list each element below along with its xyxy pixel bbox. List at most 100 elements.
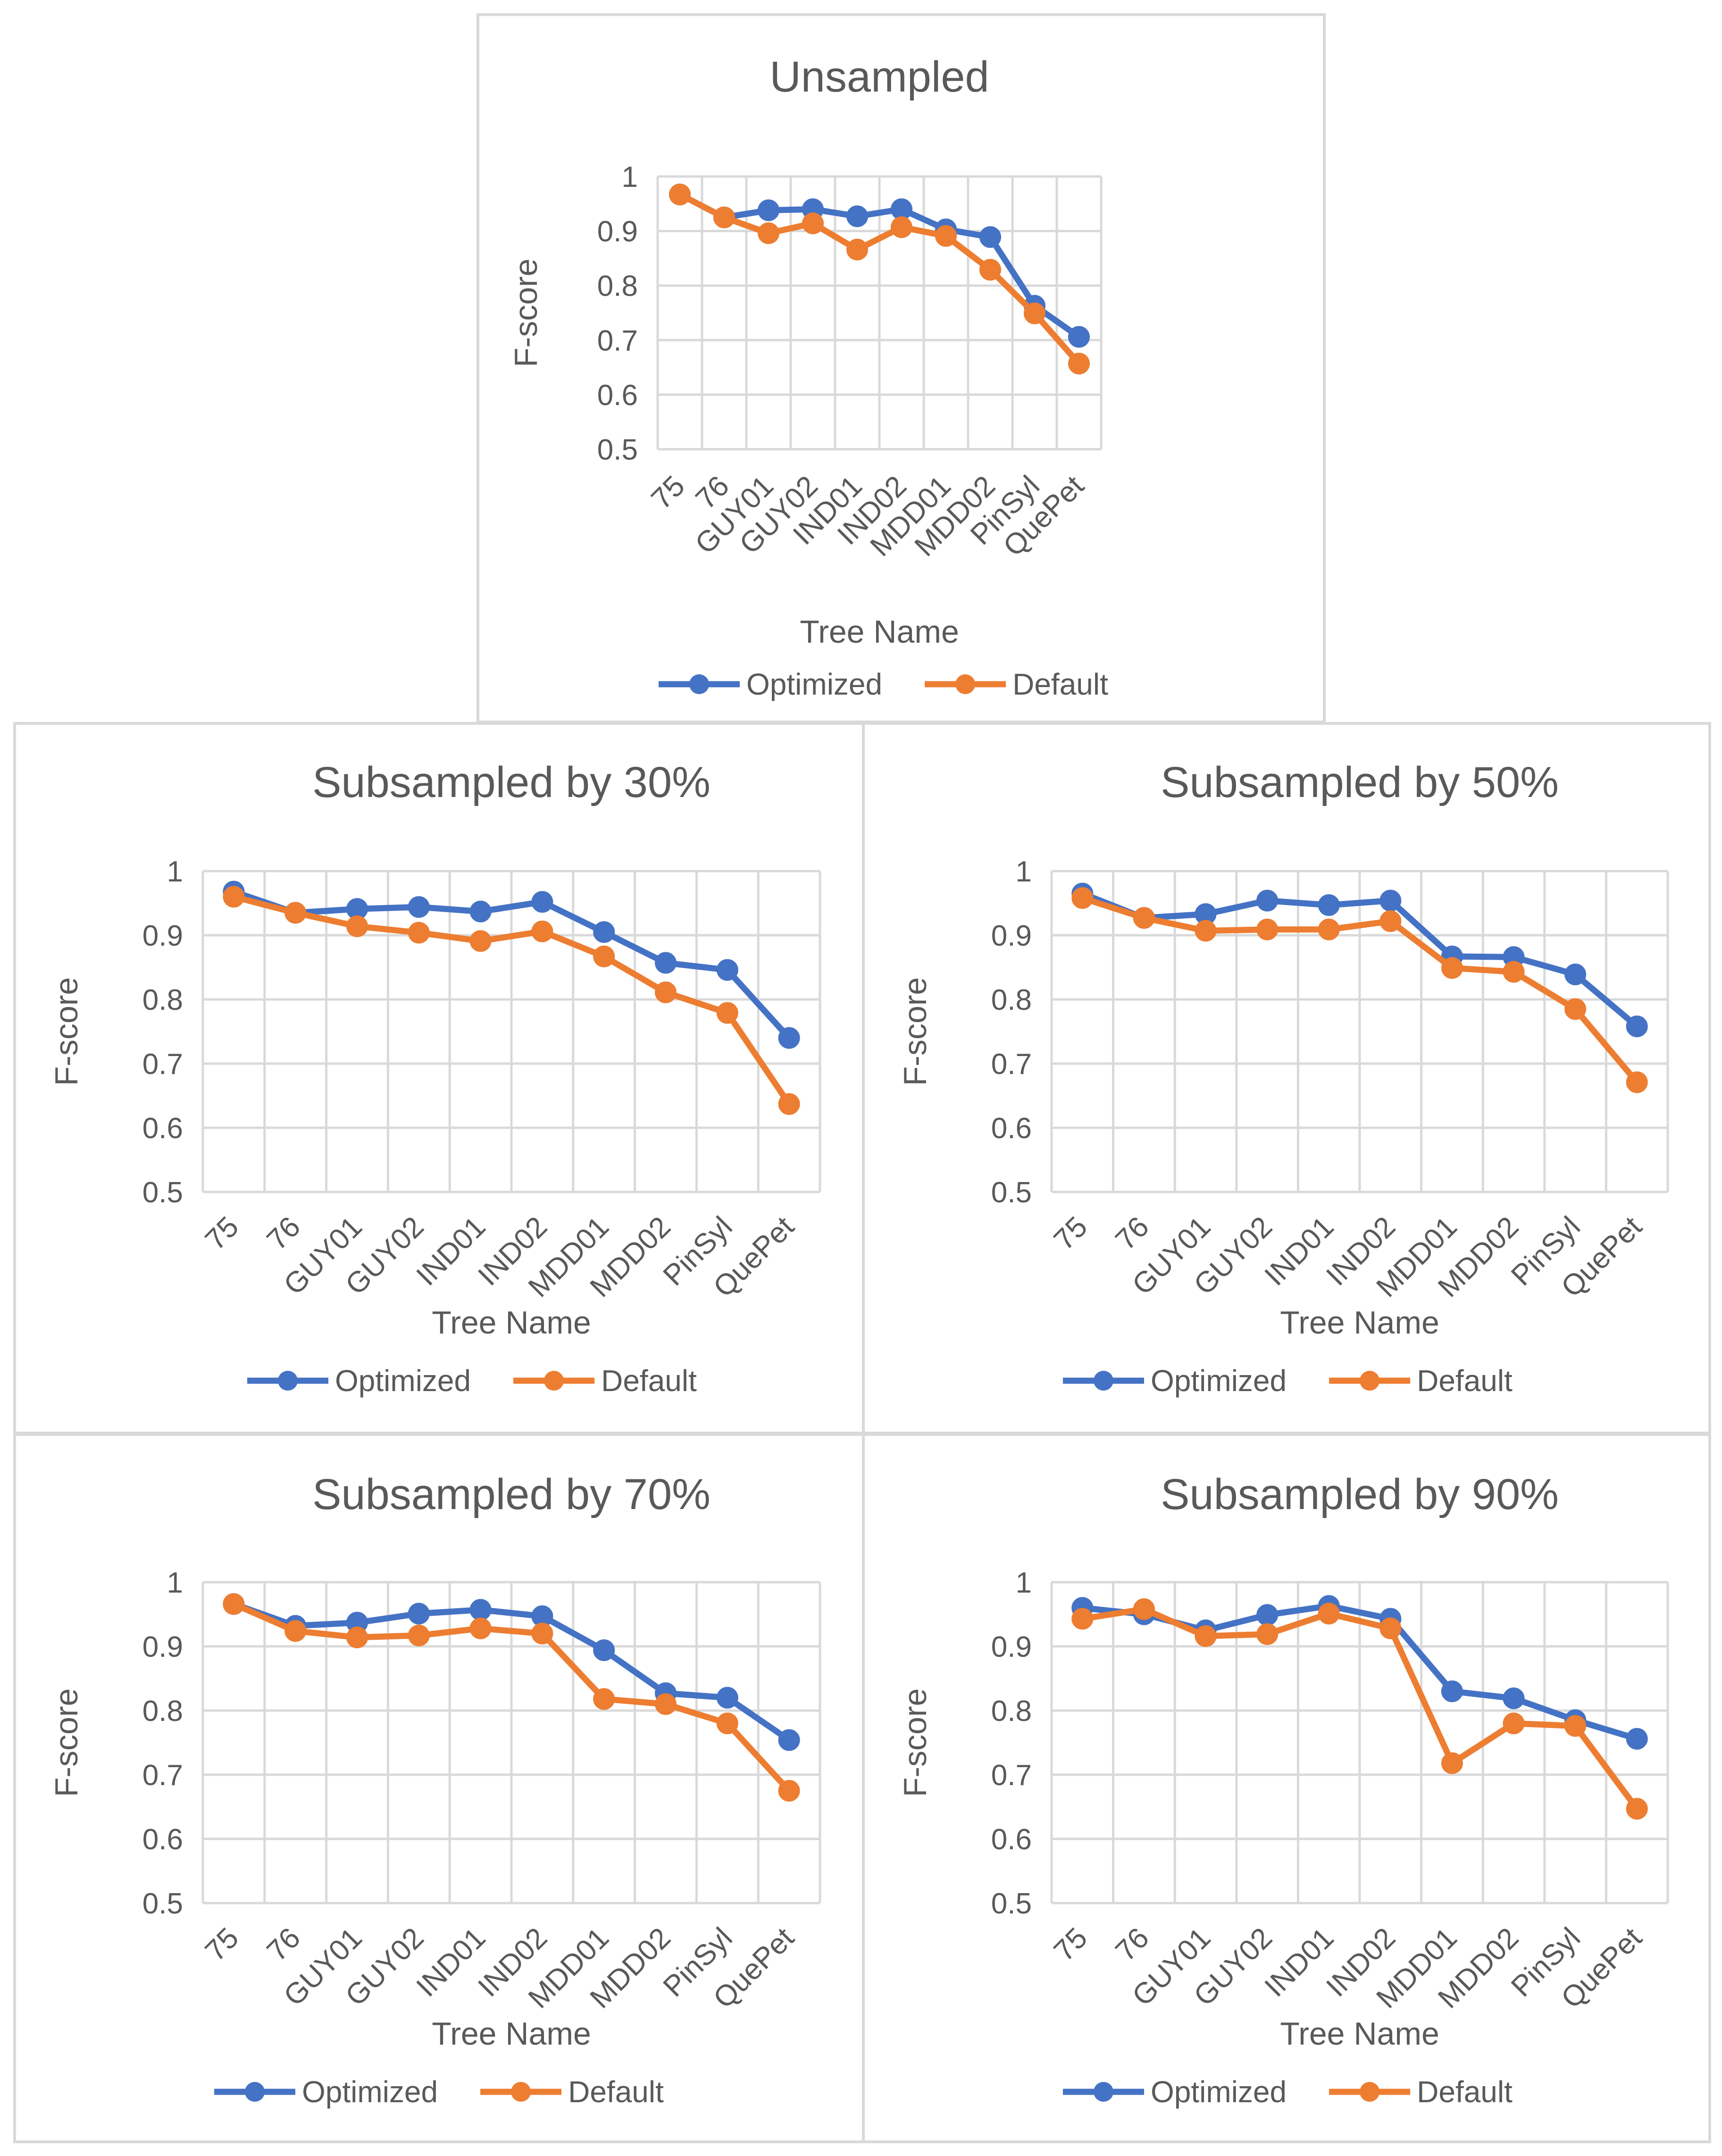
legend-label-default: Default: [568, 2075, 664, 2109]
data-point-optimized: [655, 952, 677, 974]
legend-label-optimized: Optimized: [746, 667, 882, 701]
data-point-default: [713, 206, 735, 228]
y-tick-label: 1: [167, 1567, 183, 1599]
data-point-optimized: [846, 205, 868, 227]
data-point-optimized: [1626, 1728, 1648, 1750]
y-tick-label: 0.5: [991, 1176, 1032, 1209]
legend-label-optimized: Optimized: [335, 1364, 471, 1398]
x-tick-label: 76: [261, 1210, 307, 1257]
data-point-default: [469, 1617, 492, 1639]
data-point-optimized: [593, 921, 615, 943]
legend-marker-default: [1360, 2082, 1380, 2102]
data-point-optimized: [716, 959, 738, 981]
y-tick-label: 0.8: [991, 1695, 1032, 1728]
data-point-optimized: [1256, 889, 1279, 912]
data-point-default: [802, 212, 824, 235]
data-point-default: [346, 915, 368, 937]
legend-marker-default: [511, 2082, 531, 2102]
x-tick-label: IND01: [410, 1921, 492, 2003]
x-tick-label: 75: [199, 1921, 245, 1968]
y-tick-label: 0.7: [991, 1759, 1032, 1792]
legend-label-optimized: Optimized: [1151, 1364, 1287, 1398]
y-tick-label: 0.8: [991, 984, 1032, 1016]
x-axis-title: Tree Name: [1280, 1305, 1439, 1341]
data-point-optimized: [469, 1599, 492, 1621]
x-tick-label: 75: [645, 470, 691, 516]
x-tick-label: 76: [1109, 1210, 1155, 1257]
legend-label-default: Default: [1012, 667, 1108, 701]
data-point-default: [1379, 1617, 1402, 1639]
chart-svg: Unsampled0.50.60.70.80.917576GUY01GUY02I…: [508, 53, 1108, 701]
y-tick-label: 1: [1016, 1567, 1032, 1599]
y-tick-label: 0.7: [597, 325, 638, 357]
data-point-default: [1626, 1071, 1648, 1093]
chart-subsampled-90: Subsampled by 90% 0.5 0.6 0.7 0.8 0.9 1 75 76 GUY…: [862, 1433, 1711, 2143]
y-tick-label: 1: [622, 161, 638, 193]
data-point-default: [408, 1624, 430, 1646]
data-point-optimized: [1068, 326, 1090, 348]
data-point-default: [1379, 910, 1402, 932]
data-point-default: [1564, 998, 1587, 1020]
data-point-optimized: [1318, 894, 1340, 916]
y-axis-title: F-score: [508, 259, 544, 367]
legend-marker-optimized: [689, 674, 709, 694]
series-line-default: [1079, 1606, 1640, 1812]
data-point-default: [716, 1002, 738, 1024]
x-tick-label: IND01: [1259, 1210, 1340, 1292]
data-point-default: [1441, 1752, 1463, 1774]
data-point-default: [935, 225, 957, 247]
legend-marker-optimized: [245, 2082, 265, 2102]
chart-unsampled: Unsampled 0.5 0.6 0.7 0.8 0.9 1 75 76 GUY01 GUY02 I…: [476, 13, 1326, 723]
data-point-default: [284, 902, 307, 924]
y-tick-label: 0.6: [597, 379, 638, 411]
data-point-optimized: [758, 199, 779, 221]
data-point-default: [1133, 907, 1155, 929]
y-tick-label: 0.6: [142, 1823, 183, 1856]
data-point-default: [531, 1622, 553, 1644]
y-axis-title: F-score: [897, 977, 933, 1086]
y-tick-label: 0.9: [597, 216, 638, 248]
data-point-default: [1626, 1798, 1648, 1820]
legend-marker-default: [1360, 1371, 1380, 1391]
legend-label-default: Default: [601, 1364, 697, 1398]
data-point-default: [593, 945, 615, 967]
chart-title: Subsampled by 90%: [1161, 1470, 1559, 1518]
data-point-optimized: [778, 1729, 800, 1751]
series-line-default: [230, 1601, 793, 1794]
data-point-default: [1195, 920, 1217, 942]
y-tick-label: 0.7: [991, 1048, 1032, 1081]
legend-label-optimized: Optimized: [302, 2075, 438, 2109]
data-point-default: [1318, 1602, 1340, 1625]
data-point-optimized: [408, 1602, 430, 1625]
chart-subsampled-50: Subsampled by 50% 0.5 0.6 0.7 0.8 0.9 1 75 76 GUY…: [862, 722, 1711, 1435]
x-axis-title: Tree Name: [432, 1305, 591, 1341]
x-axis-title: Tree Name: [432, 2016, 591, 2052]
y-tick-label: 0.9: [991, 1631, 1032, 1663]
data-point-default: [1318, 918, 1340, 940]
series-line-default: [677, 191, 1082, 367]
data-point-default: [1071, 1608, 1094, 1630]
data-point-default: [655, 1693, 677, 1715]
y-tick-label: 0.7: [142, 1048, 183, 1081]
series-line-optimized: [1079, 890, 1640, 1030]
y-tick-label: 0.6: [991, 1823, 1032, 1856]
y-tick-label: 0.6: [142, 1112, 183, 1145]
data-point-default: [1503, 961, 1525, 983]
y-axis-title: F-score: [49, 1688, 84, 1797]
data-point-default: [469, 930, 492, 952]
y-tick-label: 0.9: [991, 920, 1032, 952]
y-tick-label: 0.5: [142, 1888, 183, 1920]
series-line-optimized: [677, 191, 1082, 340]
data-point-default: [1068, 352, 1090, 375]
data-point-optimized: [1441, 1680, 1463, 1703]
data-point-default: [284, 1620, 307, 1642]
y-tick-label: 0.5: [597, 434, 638, 466]
data-point-default: [346, 1626, 368, 1648]
y-axis-title: F-score: [49, 977, 84, 1086]
data-point-default: [223, 886, 245, 908]
data-point-optimized: [593, 1639, 615, 1661]
data-point-default: [1441, 957, 1463, 979]
x-tick-label: 76: [1109, 1921, 1155, 1968]
data-point-optimized: [469, 900, 492, 923]
